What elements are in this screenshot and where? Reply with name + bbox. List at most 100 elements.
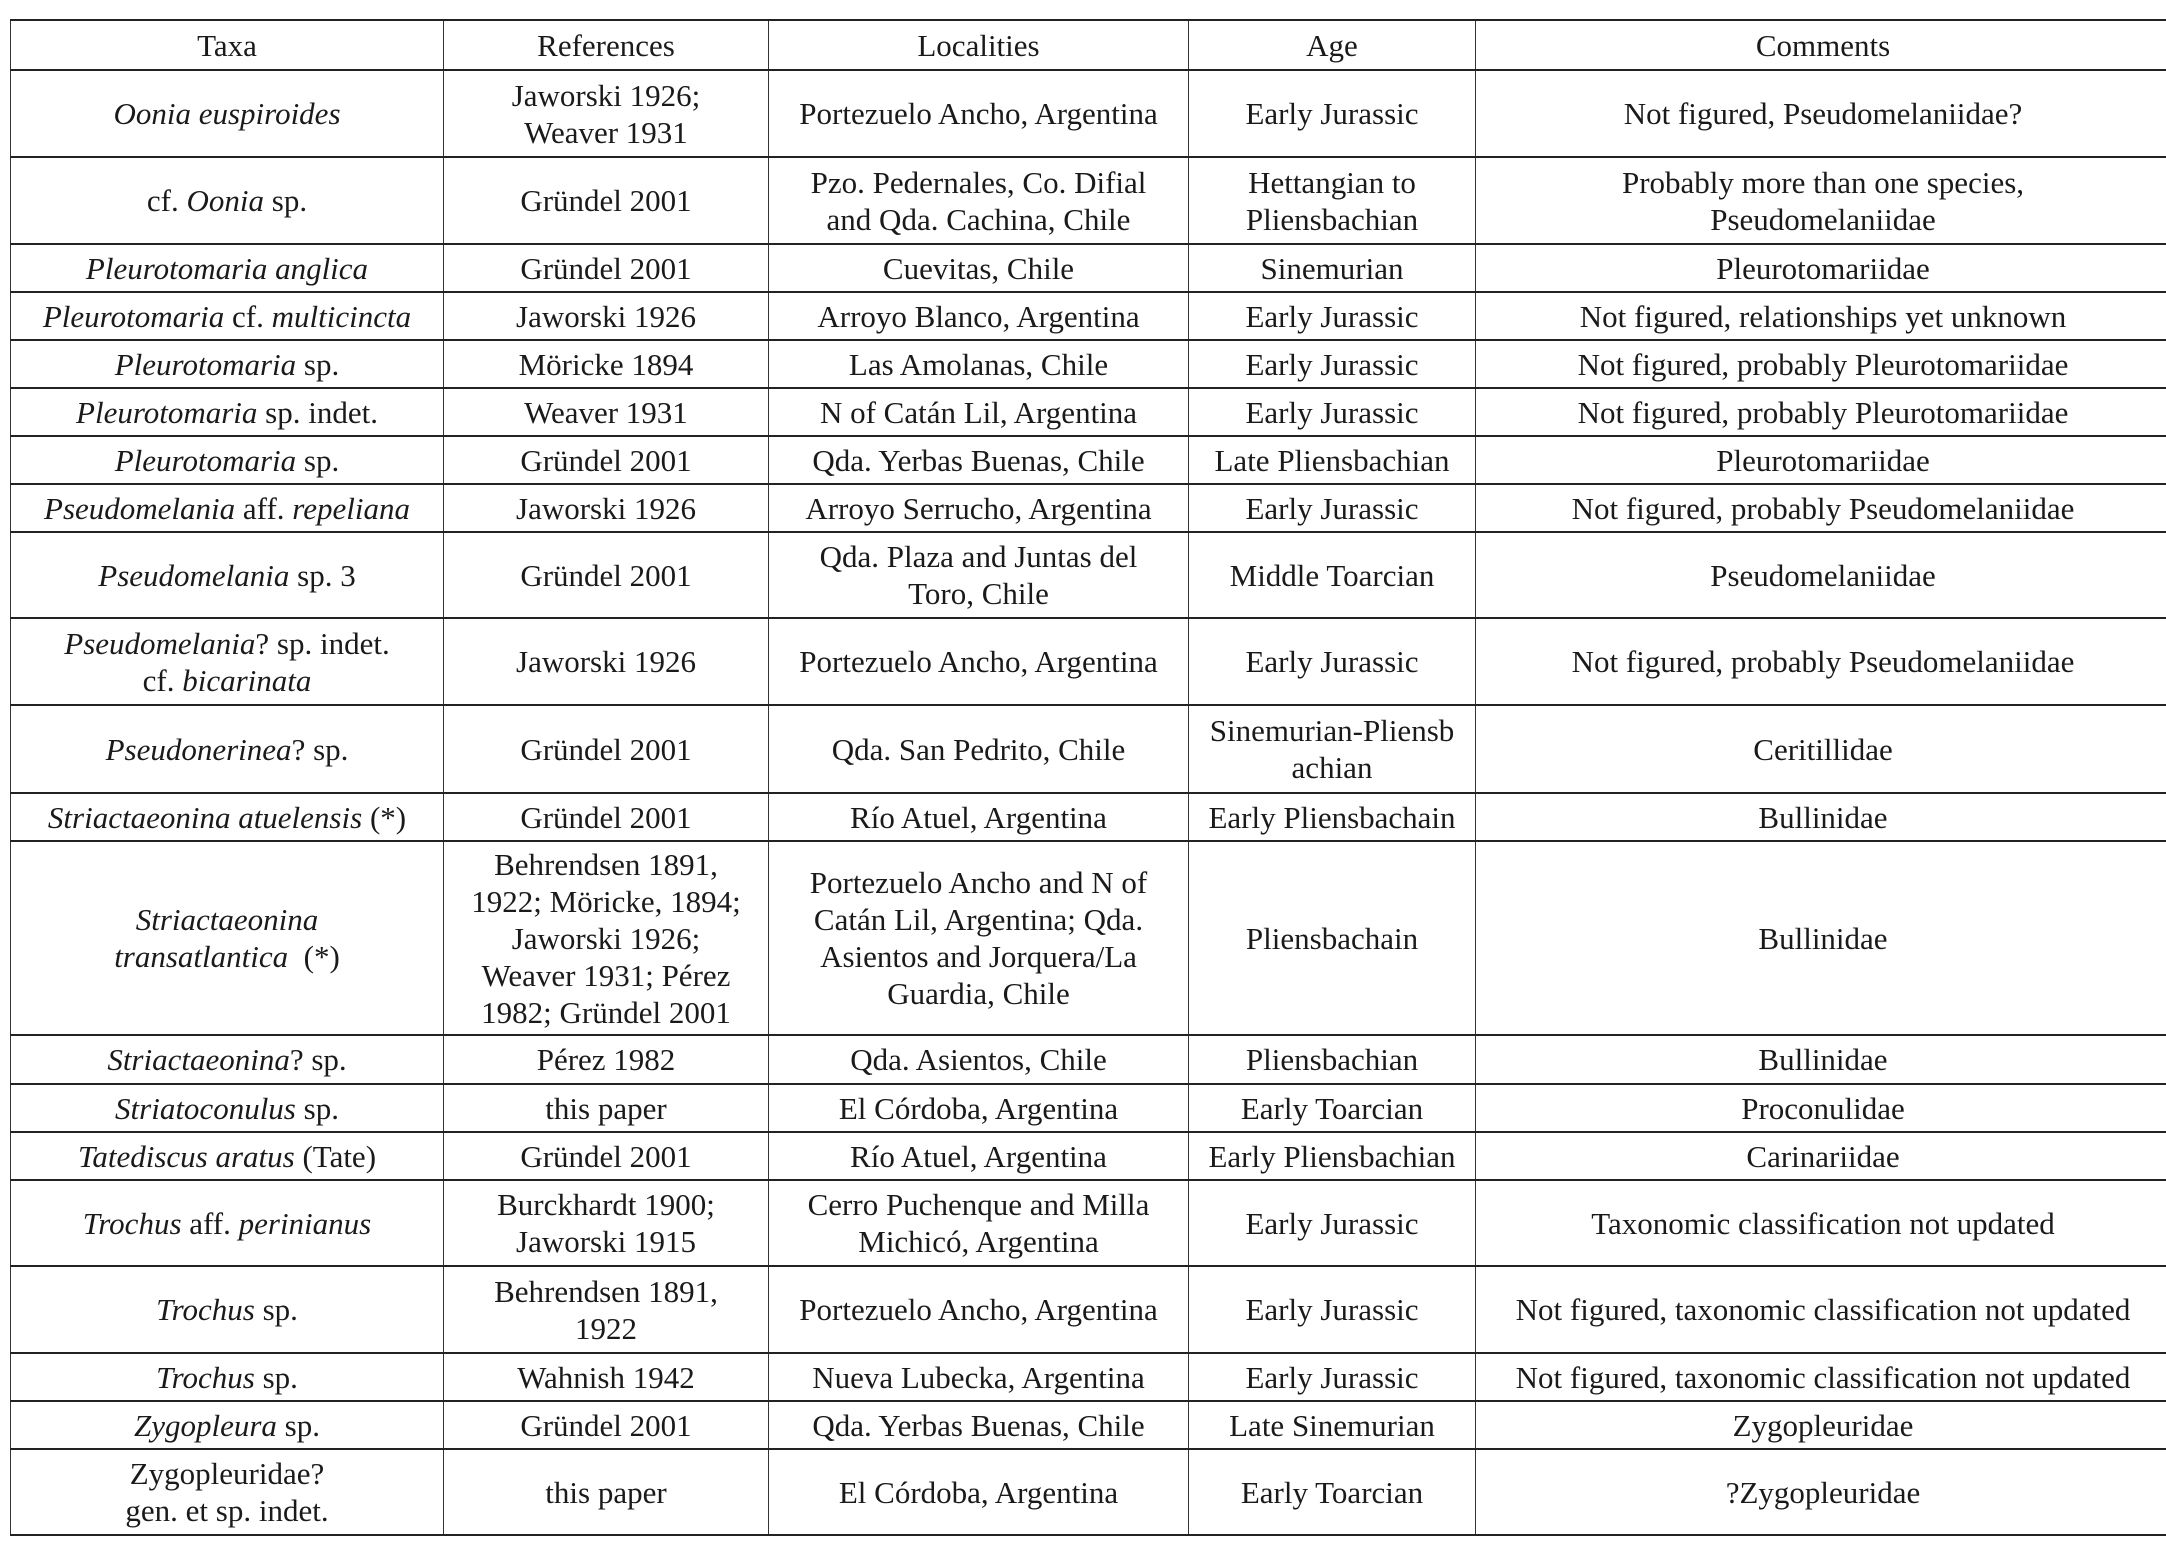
taxon-name-italic: Pleurotomaria (114, 346, 297, 382)
cell-comments: Not figured, taxonomic classification no… (1475, 1352, 2166, 1402)
cell-references-line: Burckhardt 1900; (497, 1187, 715, 1222)
cell-references: Weaver 1931 (443, 387, 769, 437)
taxon-name-italic: perinianus (238, 1205, 372, 1241)
taxon-name-italic: Striactaeonina atuelensis (47, 799, 363, 835)
cell-age-line: Pliensbachian (1245, 201, 1419, 237)
cell-taxa: Trochus aff. perinianus (10, 1179, 444, 1267)
cell-age-line: Early Jurassic (1245, 346, 1419, 382)
cell-comments: ?Zygopleuridae (1475, 1448, 2166, 1536)
cell-comments-line: Probably more than one species, (1621, 164, 2025, 200)
cell-localities-line: Cerro Puchenque and Milla (807, 1187, 1150, 1222)
cell-comments-line: Pseudomelaniidae (1710, 201, 1936, 237)
cell-age-line: Early Jurassic (1245, 394, 1419, 430)
taxon-name-italic: Pseudomelania (64, 625, 256, 661)
cell-comments: Probably more than one species, Pseudomel… (1475, 156, 2166, 245)
cell-comments-line: Not figured, taxonomic classification no… (1515, 1359, 2131, 1395)
cell-taxa: Pleurotomaria anglica (10, 243, 444, 293)
taxa-line: Pleurotomaria anglica (15, 250, 439, 287)
taxon-name-italic: Striactaeonina (107, 1042, 290, 1077)
cell-taxa: Zygopleuridae? gen. et sp. indet. (10, 1448, 444, 1536)
taxa-line: Trochus sp. (15, 1291, 439, 1328)
cell-comments-line: Taxonomic classification not updated (1591, 1205, 2055, 1241)
cell-localities: Pzo. Pedernales, Co. Difial and Qda. Cach… (768, 156, 1189, 245)
taxon-text: (*) (362, 799, 407, 835)
cell-comments: Bullinidae (1475, 840, 2166, 1036)
cell-localities-line: Michicó, Argentina (858, 1224, 1099, 1259)
cell-localities-line: Catán Lil, Argentina; Qda. (813, 902, 1144, 937)
cell-age-line: Early Jurassic (1245, 490, 1419, 526)
cell-age: Early Jurassic (1188, 291, 1476, 341)
cell-localities-line: Cuevitas, Chile (882, 250, 1075, 286)
cell-comments-line: Not figured, probably Pleurotomariidae (1577, 346, 2069, 382)
cell-taxa: Striactaeonina? sp. (10, 1034, 444, 1085)
cell-localities-line: Arroyo Blanco, Argentina (817, 298, 1140, 334)
taxon-text: sp. (296, 346, 340, 382)
cell-localities-line: Río Atuel, Argentina (850, 1138, 1107, 1174)
cell-comments-line: Pleurotomariidae (1716, 250, 1930, 286)
taxon-name-italic: Pseudomelania (44, 490, 236, 526)
header-taxa: Taxa (10, 19, 444, 71)
table-row: Pseudomelania? sp. indet. cf. bicarinata J… (10, 617, 2166, 706)
cell-comments-line: Pleurotomariidae (1716, 442, 1930, 478)
cell-localities: Arroyo Serrucho, Argentina (768, 483, 1189, 533)
cell-comments-line: Not figured, probably Pseudomelaniidae (1571, 490, 2075, 526)
cell-references-line: Jaworski 1926 (516, 298, 696, 334)
cell-taxa: Zygopleura sp. (10, 1400, 444, 1450)
cell-localities: Qda. Yerbas Buenas, Chile (768, 1400, 1189, 1450)
cell-age-line: Early Jurassic (1245, 96, 1419, 131)
header-row: Taxa References Localities Age Comments (10, 19, 2166, 71)
table-row: Trochus sp. Behrendsen 1891, 1922 Portezuel… (10, 1265, 2166, 1354)
cell-taxa: cf. Oonia sp. (10, 156, 444, 245)
taxon-name-italic: Trochus (156, 1359, 255, 1395)
cell-localities: Portezuelo Ancho, Argentina (768, 617, 1189, 706)
taxon-name-italic: Pleurotomaria (114, 442, 297, 478)
cell-localities: Portezuelo Ancho, Argentina (768, 69, 1189, 158)
taxon-name-italic: repeliana (292, 490, 410, 526)
cell-comments-line: Not figured, taxonomic classification no… (1515, 1292, 2131, 1327)
cell-localities: El Córdoba, Argentina (768, 1083, 1189, 1133)
cell-comments: Pseudomelaniidae (1475, 531, 2166, 619)
cell-age-line: Early Jurassic (1245, 1359, 1419, 1395)
cell-localities: Río Atuel, Argentina (768, 792, 1189, 842)
cell-references-line: Jaworski 1926 (516, 644, 696, 679)
cell-references: Möricke 1894 (443, 339, 769, 389)
taxa-line: Pleurotomaria sp. (15, 346, 439, 383)
cell-references: Gründel 2001 (443, 435, 769, 485)
taxa-line: Pleurotomaria cf. multicincta (15, 298, 439, 335)
cell-localities: Cerro Puchenque and Milla Michicó, Argent… (768, 1179, 1189, 1267)
cell-references-line: Pérez 1982 (536, 1042, 676, 1077)
cell-localities-line: N of Catán Lil, Argentina (819, 394, 1138, 430)
cell-localities-line: Qda. Asientos, Chile (850, 1042, 1107, 1077)
cell-taxa: Pseudonerinea? sp. (10, 704, 444, 794)
cell-age-line: Middle Toarcian (1229, 557, 1435, 593)
taxon-name-italic: Oonia euspiroides (113, 96, 341, 131)
cell-comments-line: Bullinidae (1758, 920, 1888, 956)
cell-age-line: achian (1291, 750, 1373, 785)
cell-comments: Proconulidae (1475, 1083, 2166, 1133)
cell-references: Gründel 2001 (443, 792, 769, 842)
cell-references-line: 1982; Gründel 2001 (481, 994, 731, 1030)
cell-taxa: Striactaeonina transatlantica (*) (10, 840, 444, 1036)
taxa-line: Pseudomelania aff. repeliana (15, 490, 439, 527)
taxon-name-italic: Pseudomelania (98, 557, 290, 593)
cell-taxa: Pleurotomaria cf. multicincta (10, 291, 444, 341)
cell-references: Behrendsen 1891, 1922 (443, 1265, 769, 1354)
cell-localities: Qda. Yerbas Buenas, Chile (768, 435, 1189, 485)
cell-taxa: Oonia euspiroides (10, 69, 444, 158)
cell-comments-line: Pseudomelaniidae (1710, 557, 1936, 593)
cell-comments: Pleurotomariidae (1475, 243, 2166, 293)
cell-localities-line: Río Atuel, Argentina (850, 799, 1107, 835)
cell-references-line: Gründel 2001 (520, 183, 692, 218)
cell-localities-line: Portezuelo Ancho, Argentina (799, 644, 1158, 679)
header-comments: Comments (1475, 19, 2166, 71)
taxon-text: gen. et sp. indet. (125, 1493, 329, 1528)
table-row: Trochus aff. perinianus Burckhardt 1900; J… (10, 1179, 2166, 1267)
cell-references-line: Jaworski 1915 (516, 1224, 696, 1259)
cell-references-line: Gründel 2001 (520, 731, 692, 767)
taxa-line: Pleurotomaria sp. (15, 442, 439, 479)
cell-comments-line: Carinariidae (1746, 1138, 1900, 1174)
cell-localities-line: Pzo. Pedernales, Co. Difial (810, 164, 1147, 200)
taxon-text: sp. (295, 1090, 339, 1126)
cell-comments: Bullinidae (1475, 792, 2166, 842)
cell-comments: Not figured, probably Pseudomelaniidae (1475, 483, 2166, 533)
